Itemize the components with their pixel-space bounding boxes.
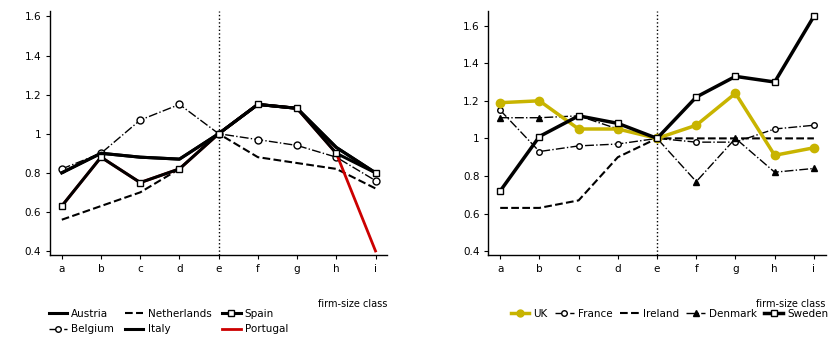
Text: firm-size class: firm-size class xyxy=(756,299,826,309)
Legend: UK, France, Ireland, Denmark, Sweden: UK, France, Ireland, Denmark, Sweden xyxy=(510,309,828,319)
Text: firm-size class: firm-size class xyxy=(318,299,387,309)
Legend: Austria, Belgium, Netherlands, Italy, Spain, Portugal: Austria, Belgium, Netherlands, Italy, Sp… xyxy=(48,309,288,334)
